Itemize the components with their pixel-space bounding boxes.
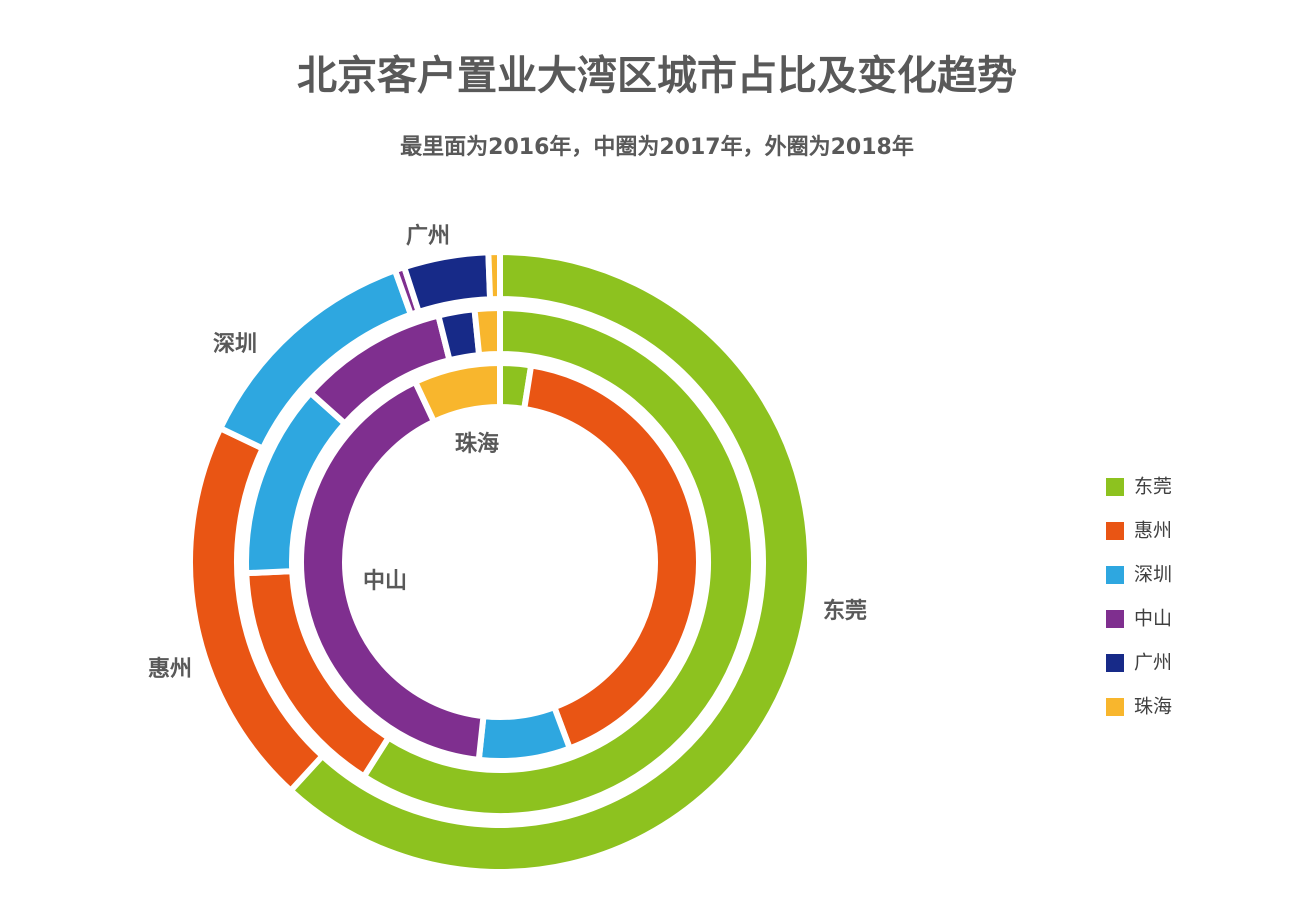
ring-segment	[520, 362, 702, 753]
legend-swatch	[1106, 698, 1124, 716]
ring-segment	[298, 377, 487, 764]
legend-swatch	[1106, 478, 1124, 496]
chart-subtitle: 最里面为2016年，中圈为2017年，外圈为2018年	[400, 134, 914, 160]
ring-segment	[286, 248, 813, 875]
ring-segment	[485, 248, 503, 303]
segment-label: 深圳	[213, 332, 257, 357]
ring-segment	[471, 304, 503, 359]
legend-swatch	[1106, 654, 1124, 672]
segment-label: 东莞	[823, 598, 867, 624]
segment-label: 中山	[363, 569, 407, 594]
legend-label: 珠海	[1134, 696, 1172, 718]
legend-label: 深圳	[1134, 564, 1172, 586]
chart-title: 北京客户置业大湾区城市占比及变化趋势	[297, 53, 1017, 99]
segment-label: 惠州	[148, 657, 192, 682]
ring-segment	[400, 249, 494, 316]
segment-label: 广州	[406, 223, 450, 249]
ring-segment	[359, 304, 757, 819]
legend-label: 惠州	[1134, 520, 1172, 542]
segment-label: 珠海	[455, 431, 499, 457]
legend-swatch	[1106, 566, 1124, 584]
legend-label: 中山	[1134, 608, 1172, 630]
legend-swatch	[1106, 522, 1124, 540]
legend-label: 广州	[1134, 652, 1172, 674]
ring-segment	[411, 359, 503, 426]
legend-label: 东莞	[1134, 476, 1172, 498]
legend-swatch	[1106, 610, 1124, 628]
ring-segment	[475, 703, 574, 764]
